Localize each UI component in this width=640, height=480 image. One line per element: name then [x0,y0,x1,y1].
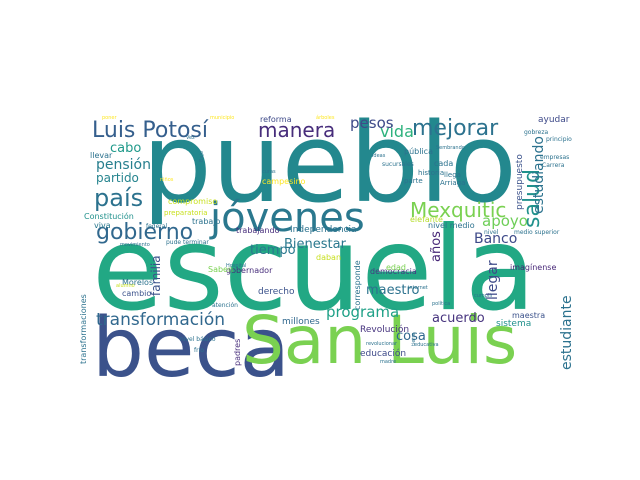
word-millones: millones [282,317,320,327]
word-pais: país [94,184,144,212]
word-arriaga: Arriaga [440,179,466,187]
word-trabajo: trabajo [192,217,221,226]
word-acuerdo: acuerdo [432,311,485,326]
word-corresponde: corresponde [353,260,362,310]
word-preparatoria: preparatoria [164,209,208,217]
word-llega: llega [444,171,461,179]
word-manera: manera [258,118,336,142]
word-carrera: Carrera [542,162,565,169]
word-trabajando: trabajando [236,226,280,235]
word-municipio: municipio [210,115,235,121]
word-politica: política [432,301,451,307]
word-maestra: maestra [512,311,546,320]
word-reforma: reforma [260,115,292,124]
word-escuela: escuela [92,202,536,337]
word-partido: partido [96,171,139,185]
word-curas: curas [262,169,276,175]
word-ninos: niños [160,177,174,183]
word-educacion: educación [360,349,407,359]
word-cumplir: cumplir [474,293,493,299]
word-apoyo: apoyo [482,212,528,230]
word-ayudar: ayudar [538,115,570,125]
word-pension: pensión [96,157,151,173]
word-programa: programa [326,303,400,321]
word-federal: federal [146,223,168,230]
word-transformaciones: transformaciones [79,294,88,364]
word-vez: Vez [186,135,195,141]
word-independencia: Independencia [290,225,357,235]
word-sembrando: Sembrando [436,145,465,151]
word-estudiante: estudiante [559,295,575,370]
word-atencion: atención [212,302,238,309]
word-mexquitic: Mexquitic [410,198,507,222]
word-bajo: Bajo [199,151,205,162]
word-revolucion: Revolución [360,325,410,335]
word-sucursales: sucursales [382,161,414,168]
word-educativa: educativa [414,342,439,348]
word-presupuesto: presupuesto [515,154,525,210]
word-beca: beca [92,301,290,396]
word-derecho: derecho [258,287,295,297]
word-cambio: cambio [122,289,152,298]
word-campesino: campesino [262,177,306,186]
word-medio-superior: medio superior [514,229,560,236]
word-principio: principio [546,136,572,143]
word-anos: años [429,231,444,262]
word-llegar: llegar [485,260,501,300]
word-jovenes: jóvenes [210,195,365,241]
word-llevar: llevar [90,151,113,160]
word-compromiso: compromiso [168,197,218,206]
word-daban: daban [316,253,342,262]
word-historia: historia [418,169,445,177]
word-tierra: tierra [411,332,417,346]
word-elefante: elefante [410,215,443,224]
word-estudiando: estudiando [531,136,547,214]
word-nivel-medio: nivel medio [428,221,475,230]
word-luis-potosi: Luis Potosí [92,118,208,143]
word-pude-terminar: pude terminar [166,239,209,246]
word-viva: viva [94,221,111,230]
word-gobreza: gobreza [524,129,549,136]
word-movimiento: movimiento [120,242,150,248]
word-tiempo: tiempo [250,243,296,258]
word-cada: cada [434,159,454,168]
word-edad: edad [386,263,406,272]
word-saben: Saben [208,265,234,274]
word-familia: familia [149,255,163,296]
word-parte: parte [404,177,423,185]
word-frio: frío [194,347,204,354]
word-democracia: democracia [370,267,417,276]
word-sistema: sistema [496,319,532,329]
word-imaginense: imagínense [510,263,557,272]
word-cabo: cabo [110,141,142,156]
word-bienestar: Bienestar [284,237,346,252]
word-constitucion: Constitución [84,212,134,221]
word-arboles: árboles [316,115,335,121]
word-revolucionar: revolucionar [366,341,398,347]
word-madre: madre [380,359,397,365]
word-vida: vida [380,122,414,141]
word-empresas: empresas [540,154,570,161]
word-mejorar: mejorar [412,116,499,141]
word-maestro: maestro [366,283,420,298]
word-padres: padres [233,338,242,366]
word-morelos: Morelos [122,278,154,287]
word-gobernador: gobernador [226,266,273,275]
word-gobierno: gobierno [96,220,194,245]
word-nivel-basico: nivel básico [180,336,216,343]
word-alumno: alumno [116,283,135,289]
word-publica: pública [404,147,433,156]
word-hospital: Hospital [226,263,247,269]
word-nivel: nivel [484,229,499,236]
word-cosa: cosa [396,329,426,344]
word-internet: internet [408,285,428,291]
word-banco: Banco [474,231,518,247]
word-pueblo: pueblo [142,99,517,227]
word-transformacion: transformación [96,310,226,330]
word-pesos: pesos [350,114,394,132]
word-poner: poner [102,115,117,121]
word-ideas: ideas [372,153,386,159]
word-san-luis: San Luis [242,302,518,379]
